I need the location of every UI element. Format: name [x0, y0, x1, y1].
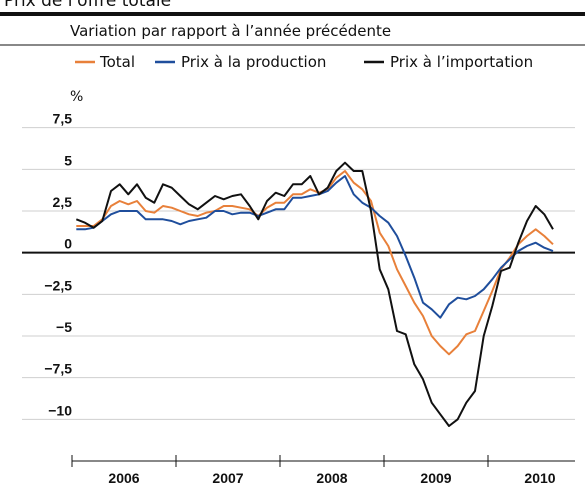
x-tick-label: 2009	[420, 470, 451, 486]
x-tick-label: 2010	[524, 470, 555, 486]
series-line	[75, 161, 554, 427]
y-tick-label: 7,5	[53, 111, 73, 127]
x-tick-label: 2006	[108, 470, 139, 486]
y-tick-label: 0	[64, 236, 72, 252]
y-tick-label: −10	[48, 402, 72, 418]
y-tick-label: 2,5	[53, 194, 73, 210]
legend-label: Prix à l’importation	[390, 53, 533, 71]
x-tick-label: 2008	[316, 470, 347, 486]
y-axis-unit: %	[70, 89, 83, 105]
y-tick-label: 5	[64, 152, 72, 168]
chart-subtitle: Variation par rapport à l’année précéden…	[70, 22, 391, 40]
x-tick-label: 2007	[212, 470, 243, 486]
legend-label: Prix à la production	[181, 53, 326, 71]
legend-label: Total	[99, 53, 135, 71]
y-tick-label: −2,5	[44, 277, 72, 293]
chart-title: Prix de l'offre totale	[4, 0, 171, 11]
series-line	[76, 170, 554, 356]
y-tick-label: −5	[56, 319, 72, 335]
header-rule	[0, 12, 585, 16]
series-line	[76, 175, 554, 319]
y-tick-label: −7,5	[44, 361, 72, 377]
